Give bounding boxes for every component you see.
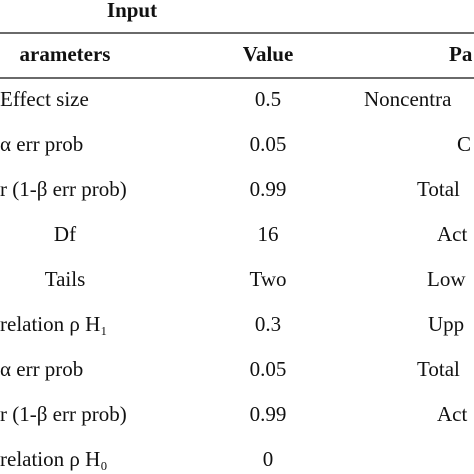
column-header: Value (243, 42, 294, 66)
cell: 0.05 (250, 132, 287, 156)
cell: α err prob (0, 132, 83, 156)
cell: Noncentra (364, 87, 452, 111)
group-header: Input (107, 0, 157, 22)
cell: r (1-β err prob) (0, 177, 127, 201)
cell: 0.99 (250, 177, 287, 201)
cell: α err prob (0, 357, 83, 381)
cell: 0.05 (250, 357, 287, 381)
cell: r (1-β err prob) (0, 402, 127, 426)
cell: Two (249, 267, 286, 291)
cell: 0.99 (250, 402, 287, 426)
cell: 16 (258, 222, 279, 246)
cell: Df (54, 222, 76, 246)
cell: Total (417, 177, 460, 201)
cell: Total (417, 357, 460, 381)
cell: Act (437, 222, 467, 246)
cell: 0.3 (255, 312, 281, 336)
cell: Act (437, 402, 467, 426)
cell: Upp (428, 312, 464, 336)
cell: 0.5 (255, 87, 281, 111)
cell: Effect size (0, 87, 89, 111)
column-header: Pa (449, 42, 473, 66)
cell: 0 (263, 447, 274, 471)
cell: Tails (45, 267, 86, 291)
column-header: arameters (20, 42, 111, 66)
cell: C (457, 132, 471, 156)
cell: Low (427, 267, 466, 291)
cell: relation ρ H₁ (0, 312, 108, 336)
cell: relation ρ H₀ (0, 447, 108, 471)
